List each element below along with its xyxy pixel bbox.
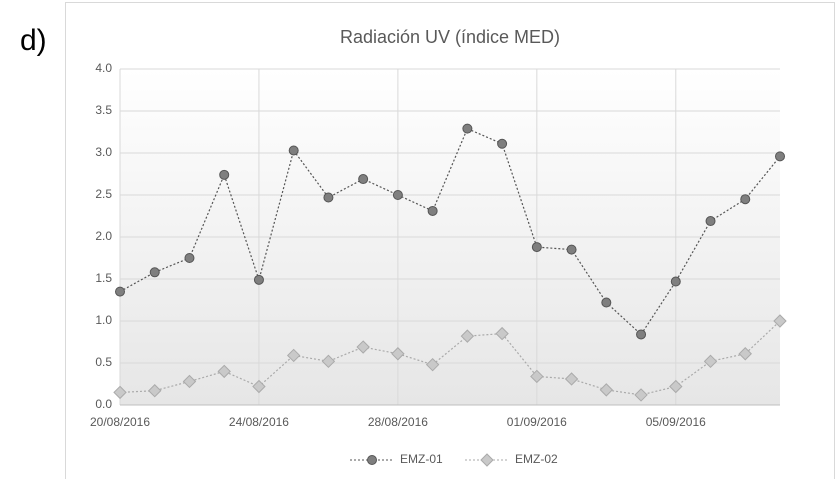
data-point [462,123,473,134]
data-point [738,347,752,361]
legend-label: EMZ-01 [400,452,443,466]
data-point [425,357,440,372]
data-point [219,169,230,180]
data-point [182,374,197,389]
data-point [253,274,264,285]
panel-label: d) [20,24,47,57]
y-tick-label: 4.0 [95,61,112,75]
data-point [601,297,612,308]
data-point [288,145,299,156]
data-point [113,385,127,400]
data-point [599,383,614,397]
data-point [705,216,716,227]
data-point [356,340,370,354]
data-point [775,151,785,162]
chart-title: Radiación UV (índice MED) [340,27,560,47]
y-tick-label: 3.5 [95,103,112,117]
x-tick-label: 24/08/2016 [229,415,289,429]
data-point [670,276,681,287]
y-tick-label: 3.0 [95,145,112,159]
y-tick-label: 1.0 [95,313,112,327]
y-tick-label: 0.0 [95,397,112,411]
series-line [119,320,781,396]
data-point [566,244,577,255]
data-point [323,192,334,203]
data-point [427,205,438,216]
data-point [184,253,195,263]
y-tick-label: 2.0 [95,229,112,243]
series-line [119,127,781,336]
data-point [391,347,405,361]
y-tick-label: 1.5 [95,271,112,285]
data-point [149,267,160,278]
data-point [358,174,369,185]
data-point [669,379,683,394]
data-point [773,314,787,328]
data-point [115,286,125,297]
data-point [636,329,647,340]
legend-marker [367,455,377,465]
data-point [148,384,162,398]
data-point [495,326,509,341]
data-point [252,379,266,394]
data-point [634,388,648,402]
data-point [321,354,336,369]
data-point [497,138,508,149]
data-point [286,348,301,363]
x-tick-label: 20/08/2016 [90,415,150,429]
data-point [740,194,751,205]
data-point [564,372,579,386]
data-point [460,329,475,343]
data-point [217,364,231,379]
y-tick-label: 2.5 [95,187,112,201]
data-point [392,190,403,200]
y-tick-label: 0.5 [95,355,112,369]
data-point [531,242,542,253]
data-point [703,354,718,369]
legend-marker [480,453,494,467]
x-tick-label: 05/09/2016 [646,415,706,429]
legend-label: EMZ-02 [515,452,558,466]
x-tick-label: 28/08/2016 [368,415,428,429]
data-point [530,369,544,384]
x-tick-label: 01/09/2016 [507,415,567,429]
